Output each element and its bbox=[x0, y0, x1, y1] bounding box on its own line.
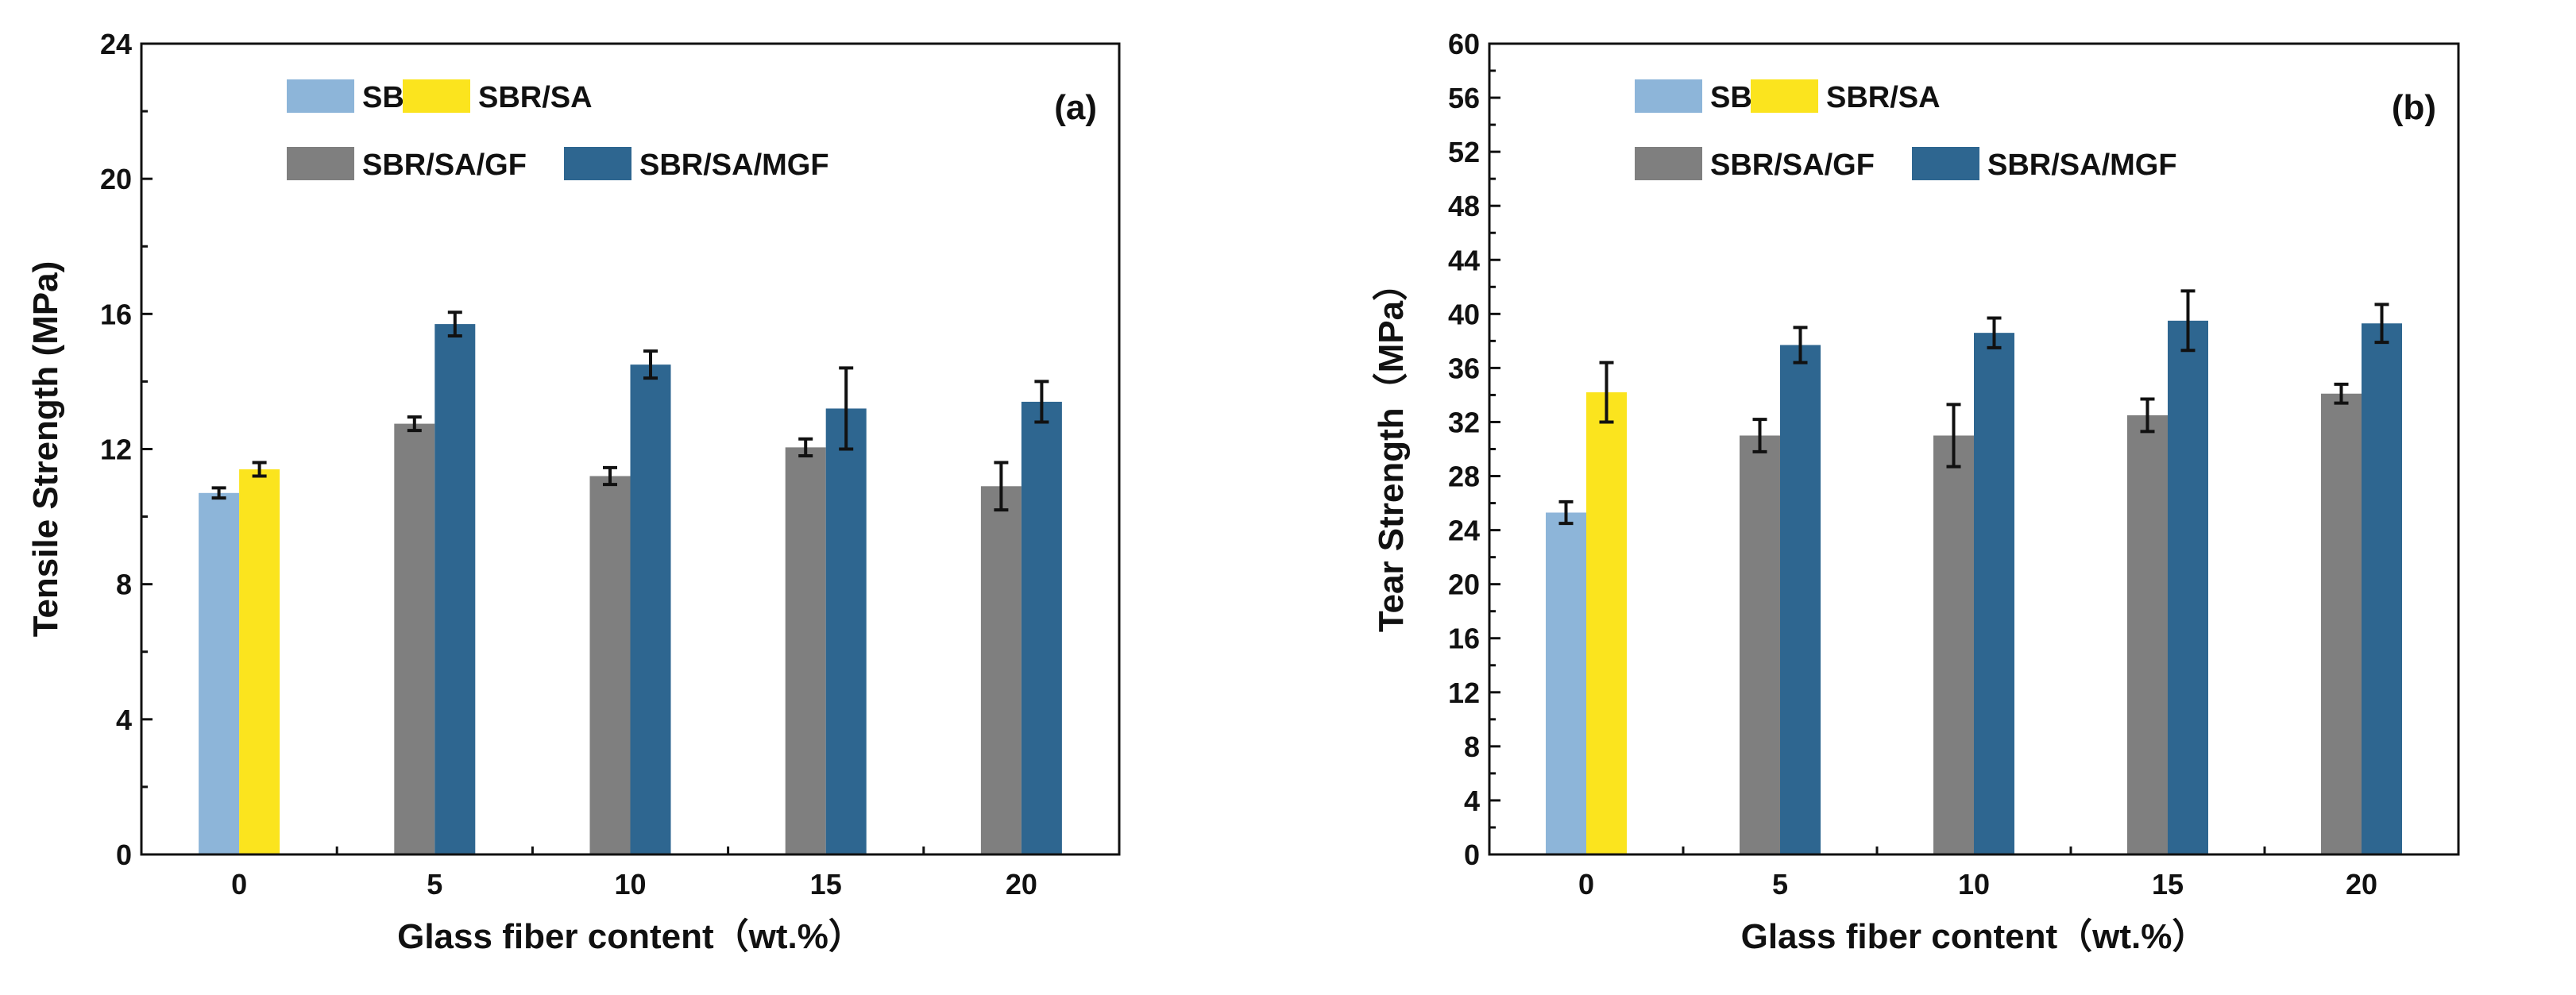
bar bbox=[785, 447, 826, 854]
legend-label: SBR/SA/GF bbox=[362, 148, 527, 182]
legend-swatch bbox=[287, 79, 354, 113]
legend-swatch bbox=[1635, 147, 1702, 180]
x-tick-label: 20 bbox=[1006, 868, 1037, 901]
legend-swatch bbox=[403, 79, 470, 113]
y-tick-label: 48 bbox=[1448, 190, 1480, 222]
bar bbox=[1021, 401, 1062, 855]
bar bbox=[1974, 333, 2014, 854]
y-tick-label: 20 bbox=[1448, 569, 1480, 601]
x-tick-label: 20 bbox=[2346, 868, 2377, 901]
bar bbox=[2168, 320, 2208, 854]
bar bbox=[1546, 512, 1586, 854]
y-tick-label: 24 bbox=[100, 28, 132, 60]
legend-swatch bbox=[1751, 79, 1818, 113]
legend-label: SBR/SA bbox=[1826, 81, 1941, 114]
bar bbox=[434, 324, 476, 854]
y-axis-label: Tear Strength（MPa） bbox=[1372, 266, 1411, 632]
bar bbox=[589, 476, 631, 854]
bar bbox=[394, 423, 435, 854]
legend-label: SBR/SA/GF bbox=[1710, 148, 1875, 182]
x-tick-label: 15 bbox=[2152, 868, 2184, 901]
legend-swatch bbox=[564, 147, 631, 180]
bar bbox=[239, 469, 280, 854]
y-tick-label: 0 bbox=[1464, 839, 1480, 871]
bar bbox=[1933, 435, 1974, 854]
y-tick-label: 28 bbox=[1448, 461, 1480, 493]
y-tick-label: 16 bbox=[100, 298, 132, 330]
bar bbox=[1780, 345, 1821, 854]
y-tick-label: 8 bbox=[116, 569, 132, 601]
y-tick-label: 12 bbox=[1448, 677, 1480, 709]
legend-label: SBR/SA/MGF bbox=[639, 148, 829, 182]
bar bbox=[980, 486, 1022, 854]
y-tick-label: 36 bbox=[1448, 352, 1480, 384]
bar bbox=[2321, 393, 2362, 854]
x-axis-label: Glass fiber content（wt.%） bbox=[1741, 917, 2207, 956]
y-tick-label: 44 bbox=[1448, 244, 1480, 276]
y-tick-label: 4 bbox=[1464, 785, 1480, 817]
y-tick-label: 20 bbox=[100, 163, 132, 195]
bar bbox=[199, 492, 240, 854]
x-tick-label: 10 bbox=[1958, 868, 1990, 901]
legend-label: SBR/SA bbox=[478, 81, 593, 114]
bar bbox=[825, 408, 867, 854]
legend-swatch bbox=[1912, 147, 1979, 180]
bar bbox=[1740, 435, 1780, 854]
y-tick-label: 60 bbox=[1448, 28, 1480, 60]
x-tick-label: 0 bbox=[1578, 868, 1594, 901]
y-tick-label: 0 bbox=[116, 839, 132, 871]
x-axis-label: Glass fiber content（wt.%） bbox=[397, 917, 863, 956]
panel-label: (b) bbox=[2392, 88, 2436, 127]
y-tick-label: 24 bbox=[1448, 515, 1480, 547]
y-tick-label: 8 bbox=[1464, 731, 1480, 763]
y-tick-label: 16 bbox=[1448, 623, 1480, 655]
y-tick-label: 56 bbox=[1448, 82, 1480, 114]
legend-swatch bbox=[287, 147, 354, 180]
panel-label: (a) bbox=[1054, 88, 1097, 127]
bar bbox=[630, 364, 671, 854]
x-tick-label: 5 bbox=[1772, 868, 1788, 901]
x-tick-label: 0 bbox=[231, 868, 247, 901]
x-tick-label: 10 bbox=[614, 868, 646, 901]
bar bbox=[2362, 323, 2402, 854]
y-tick-label: 32 bbox=[1448, 406, 1480, 438]
y-tick-label: 4 bbox=[116, 704, 132, 736]
bar bbox=[1586, 392, 1627, 854]
x-tick-label: 5 bbox=[427, 868, 442, 901]
legend-swatch bbox=[1635, 79, 1702, 113]
y-tick-label: 12 bbox=[100, 434, 132, 466]
legend-label: SBR/SA/MGF bbox=[1987, 148, 2177, 182]
x-tick-label: 15 bbox=[810, 868, 842, 901]
bar bbox=[2127, 415, 2168, 854]
y-tick-label: 52 bbox=[1448, 136, 1480, 168]
y-tick-label: 40 bbox=[1448, 298, 1480, 330]
y-axis-label: Tensile Strength (MPa) bbox=[26, 261, 65, 637]
chart-panel-a: 0 4 8 12 16 20 24 0 5 10 15 20 Glass fiber content（w… bbox=[26, 28, 1121, 956]
